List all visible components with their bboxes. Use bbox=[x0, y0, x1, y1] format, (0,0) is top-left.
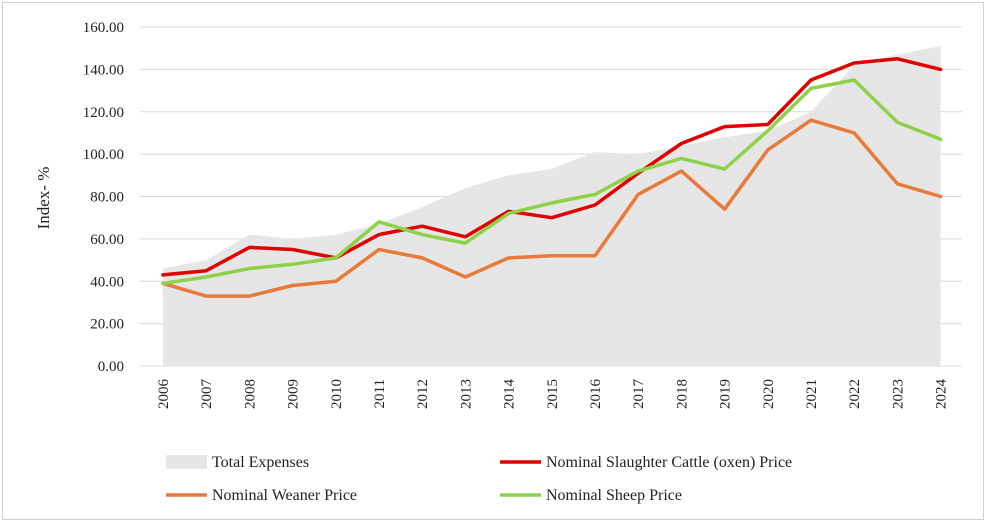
point-nominal-sheep-price bbox=[853, 79, 855, 81]
y-tick-label: 60.00 bbox=[90, 232, 124, 248]
point-nominal-sheep-price bbox=[292, 263, 294, 265]
point-nominal-slaughter-cattle-oxen-price bbox=[292, 248, 294, 250]
legend-item: Nominal Sheep Price bbox=[500, 487, 682, 504]
point-nominal-slaughter-cattle-oxen-price bbox=[810, 79, 812, 81]
point-nominal-sheep-price bbox=[162, 282, 164, 284]
point-nominal-slaughter-cattle-oxen-price bbox=[378, 234, 380, 236]
point-nominal-weaner-price bbox=[205, 295, 207, 297]
y-tick-label: 120.00 bbox=[83, 105, 124, 121]
point-nominal-weaner-price bbox=[335, 280, 337, 282]
x-tick-label: 2008 bbox=[242, 379, 258, 409]
point-nominal-slaughter-cattle-oxen-price bbox=[853, 62, 855, 64]
point-nominal-weaner-price bbox=[464, 276, 466, 278]
legend-item: Nominal Weaner Price bbox=[166, 487, 357, 504]
point-nominal-weaner-price bbox=[378, 248, 380, 250]
point-nominal-slaughter-cattle-oxen-price bbox=[162, 274, 164, 276]
point-nominal-sheep-price bbox=[680, 157, 682, 159]
point-nominal-slaughter-cattle-oxen-price bbox=[551, 217, 553, 219]
point-nominal-sheep-price bbox=[594, 193, 596, 195]
point-nominal-sheep-price bbox=[810, 87, 812, 89]
legend-swatch bbox=[166, 455, 207, 469]
x-tick-label: 2010 bbox=[329, 379, 345, 409]
x-tick-label: 2014 bbox=[502, 379, 518, 410]
point-nominal-weaner-price bbox=[940, 196, 942, 197]
x-tick-label: 2006 bbox=[156, 379, 172, 410]
point-nominal-slaughter-cattle-oxen-price bbox=[594, 204, 596, 206]
point-nominal-slaughter-cattle-oxen-price bbox=[724, 126, 726, 128]
point-nominal-weaner-price bbox=[767, 149, 769, 151]
x-tick-label: 2007 bbox=[199, 379, 215, 410]
x-tick-label: 2022 bbox=[847, 379, 863, 409]
point-nominal-weaner-price bbox=[248, 295, 250, 297]
point-nominal-weaner-price bbox=[680, 170, 682, 172]
point-nominal-sheep-price bbox=[335, 257, 337, 259]
point-nominal-weaner-price bbox=[551, 255, 553, 257]
legend-label: Nominal Slaughter Cattle (oxen) Price bbox=[546, 454, 792, 471]
point-nominal-sheep-price bbox=[421, 234, 423, 236]
point-nominal-slaughter-cattle-oxen-price bbox=[896, 58, 898, 60]
x-tick-label: 2024 bbox=[934, 379, 950, 410]
y-tick-label: 140.00 bbox=[83, 62, 124, 78]
point-nominal-sheep-price bbox=[508, 212, 510, 214]
point-nominal-sheep-price bbox=[464, 242, 466, 244]
legend-label: Total Expenses bbox=[212, 454, 309, 471]
point-nominal-slaughter-cattle-oxen-price bbox=[464, 236, 466, 238]
point-nominal-slaughter-cattle-oxen-price bbox=[205, 270, 207, 272]
x-tick-label: 2020 bbox=[761, 379, 777, 409]
x-tick-label: 2012 bbox=[415, 379, 431, 409]
point-nominal-sheep-price bbox=[767, 130, 769, 132]
point-nominal-sheep-price bbox=[940, 138, 942, 140]
point-nominal-weaner-price bbox=[637, 193, 639, 195]
area-total-expenses bbox=[163, 46, 941, 366]
x-tick-label: 2016 bbox=[588, 379, 604, 410]
y-tick-label: 20.00 bbox=[90, 317, 124, 333]
point-nominal-weaner-price bbox=[810, 119, 812, 121]
legend-label: Nominal Sheep Price bbox=[546, 487, 682, 504]
point-nominal-sheep-price bbox=[551, 202, 553, 204]
point-nominal-weaner-price bbox=[292, 284, 294, 286]
legend: Total Expenses Nominal Slaughter Cattle (… bbox=[166, 454, 792, 504]
point-nominal-weaner-price bbox=[724, 208, 726, 210]
area-series bbox=[163, 46, 941, 366]
x-tick-label: 2013 bbox=[458, 379, 474, 409]
point-nominal-sheep-price bbox=[205, 276, 207, 278]
x-tick-label: 2023 bbox=[890, 379, 906, 409]
y-axis-label: Index- % bbox=[34, 167, 53, 230]
x-tick-label: 2011 bbox=[372, 379, 388, 408]
x-tick-label: 2009 bbox=[286, 379, 302, 409]
x-tick-label: 2021 bbox=[804, 379, 820, 409]
legend-label: Nominal Weaner Price bbox=[212, 487, 357, 504]
point-nominal-slaughter-cattle-oxen-price bbox=[680, 143, 682, 145]
x-axis-ticks: 2006 2007 2008 2009 2010 2011 2012 2013 2014 2015… bbox=[156, 379, 950, 410]
point-nominal-sheep-price bbox=[724, 168, 726, 170]
y-tick-label: 80.00 bbox=[90, 190, 124, 206]
legend-item: Nominal Slaughter Cattle (oxen) Price bbox=[500, 454, 792, 471]
legend-item: Total Expenses bbox=[166, 454, 309, 471]
point-nominal-slaughter-cattle-oxen-price bbox=[421, 225, 423, 227]
point-nominal-weaner-price bbox=[421, 257, 423, 259]
y-tick-label: 0.00 bbox=[98, 359, 124, 375]
x-tick-label: 2015 bbox=[545, 379, 561, 409]
point-nominal-weaner-price bbox=[896, 183, 898, 185]
point-nominal-sheep-price bbox=[637, 170, 639, 172]
line-series bbox=[161, 57, 943, 298]
point-nominal-slaughter-cattle-oxen-price bbox=[248, 246, 250, 248]
point-nominal-weaner-price bbox=[508, 257, 510, 259]
point-nominal-sheep-price bbox=[378, 221, 380, 223]
x-tick-label: 2017 bbox=[631, 379, 647, 410]
y-tick-label: 40.00 bbox=[90, 274, 124, 290]
y-tick-label: 100.00 bbox=[83, 147, 124, 163]
point-nominal-sheep-price bbox=[896, 121, 898, 123]
y-tick-label: 160.00 bbox=[83, 20, 124, 36]
y-axis-ticks: 0.00 20.00 40.00 60.00 80.00 100.00 120.00 140.… bbox=[83, 20, 124, 375]
point-nominal-slaughter-cattle-oxen-price bbox=[767, 123, 769, 125]
point-nominal-slaughter-cattle-oxen-price bbox=[940, 68, 942, 70]
x-tick-label: 2018 bbox=[674, 379, 690, 409]
point-nominal-weaner-price bbox=[594, 255, 596, 257]
point-nominal-sheep-price bbox=[248, 268, 250, 270]
point-nominal-weaner-price bbox=[853, 132, 855, 134]
x-tick-label: 2019 bbox=[718, 379, 734, 409]
